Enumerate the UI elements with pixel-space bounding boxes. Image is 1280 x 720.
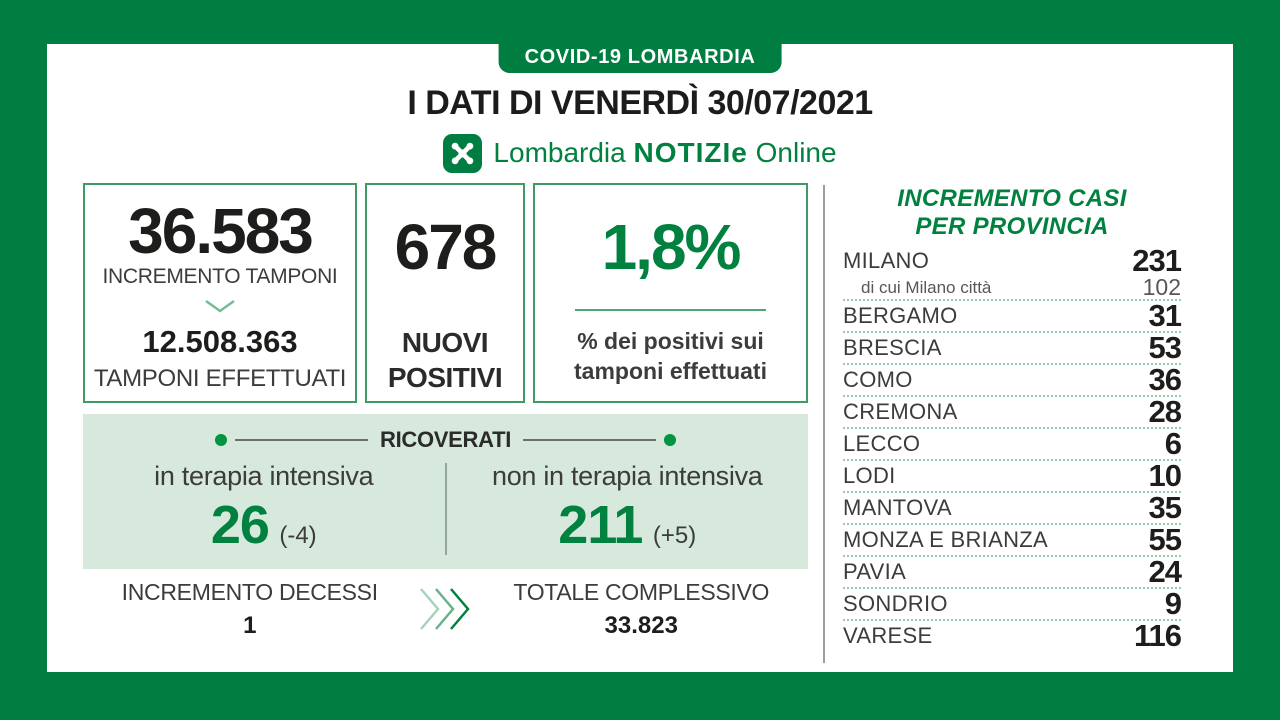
ricoverati-section: RICOVERATI in terapia intensiva 26 (-4) [83,414,808,569]
province-name: BRESCIA [843,335,942,361]
tamponi-increment-value: 36.583 [128,195,314,267]
province-value: 10 [1148,458,1182,494]
tamponi-total-label: TAMPONI EFFETTUATI [93,365,347,392]
province-value: 35 [1148,490,1182,526]
bulletin-content: COVID-19 LOMBARDIA I DATI DI VENERDÌ 30/… [47,44,1233,672]
province-name: MANTOVA [843,495,952,521]
ricoverati-columns: in terapia intensiva 26 (-4) non in tera… [83,461,808,556]
nuovi-positivi-value: 678 [394,211,498,283]
page-title: I DATI DI VENERDÌ 30/07/2021 [407,84,873,122]
non-terapia-intensiva-delta: (+5) [652,522,697,549]
province-row: VARESE 116 [843,618,1182,654]
province-panel-title: INCREMENTO CASI PER PROVINCIA [897,185,1127,241]
province-value: 28 [1148,394,1182,430]
province-name: CREMONA [843,399,958,425]
non-terapia-intensiva-value: 211 [558,495,643,555]
province-value: 9 [1164,586,1182,622]
province-name: MILANO [843,248,930,274]
card-divider [574,309,767,311]
province-value: 231 [1132,243,1182,279]
nuovi-positivi-label: NUOVI POSITIVI [387,327,503,393]
province-row: MONZA E BRIANZA 55 [843,522,1182,558]
chevron-down-icon [203,299,237,319]
incremento-decessi-block: INCREMENTO DECESSI 1 [83,579,417,640]
province-value: 36 [1148,362,1182,398]
province-name: COMO [843,367,913,393]
province-name: LECCO [843,431,921,457]
incremento-decessi-label: INCREMENTO DECESSI [121,579,378,605]
tamponi-increment-label: INCREMENTO TAMPONI [102,265,338,288]
logo-region: Lombardia [493,137,626,168]
terapia-intensiva-delta: (-4) [279,522,317,549]
header-rule [235,439,368,441]
province-subrow: di cui Milano città 102 [843,274,1181,301]
province-value: 24 [1148,554,1182,590]
terapia-intensiva-label: in terapia intensiva [154,461,374,491]
totale-complessivo-block: TOTALE COMPLESSIVO 33.823 [475,579,809,640]
logo-notizie: NOTIZIe [633,137,748,168]
province-name: MONZA E BRIANZA [843,527,1048,553]
province-row: LODI 10 [843,458,1182,494]
stat-cards: 36.583 INCREMENTO TAMPONI 12.508.363 TAM… [83,183,808,403]
province-panel: INCREMENTO CASI PER PROVINCIA MILANO 231… [825,183,1233,670]
province-value: 31 [1148,298,1182,334]
tamponi-total-value: 12.508.363 [142,324,298,359]
vertical-divider [823,185,825,663]
province-row: SONDRIO 9 [843,586,1182,622]
province-sub-value: 102 [1142,274,1181,301]
forward-chevrons-icon [417,586,475,637]
card-incremento-tamponi: 36.583 INCREMENTO TAMPONI 12.508.363 TAM… [83,183,357,403]
percent-positivi-value: 1,8% [601,211,742,283]
province-value: 6 [1164,426,1182,462]
province-name: PAVIA [843,559,907,585]
header-rule [523,439,657,441]
bottom-row: INCREMENTO DECESSI 1 TOTALE COMPLESSIVO … [83,579,808,640]
non-terapia-intensiva-label: non in terapia intensiva [492,461,763,491]
province-row: MANTOVA 35 [843,490,1182,526]
province-sub-name: di cui Milano città [861,277,992,297]
rosa-camuna-icon [443,133,483,173]
card-percentuale-positivi: 1,8% % dei positivi sui tamponi effettua… [533,183,808,403]
bullet-dot-icon [215,434,227,446]
left-column: 36.583 INCREMENTO TAMPONI 12.508.363 TAM… [83,183,808,670]
province-value: 53 [1148,330,1182,366]
province-row: PAVIA 24 [843,554,1182,590]
totale-complessivo-value: 33.823 [604,612,678,639]
incremento-decessi-value: 1 [243,612,257,639]
card-nuovi-positivi: 678 NUOVI POSITIVI [365,183,525,403]
terapia-intensiva-block: in terapia intensiva 26 (-4) [83,461,445,556]
ricoverati-header: RICOVERATI [215,427,677,453]
covid-lombardia-badge: COVID-19 LOMBARDIA [498,44,782,73]
non-terapia-intensiva-block: non in terapia intensiva 211 (+5) [447,461,809,556]
percent-positivi-label: % dei positivi sui tamponi effettuati [574,328,767,384]
lombardia-notizie-logo: Lombardia NOTIZIe Online [47,132,1233,174]
logo-online: Online [755,137,837,168]
province-row: MILANO 231 di cui Milano città 102 [843,243,1182,302]
province-table: MILANO 231 di cui Milano città 102 BERGA… [843,243,1182,654]
terapia-intensiva-value: 26 [210,495,270,555]
province-row: COMO 36 [843,362,1182,398]
province-row: BRESCIA 53 [843,330,1182,366]
main-row: 36.583 INCREMENTO TAMPONI 12.508.363 TAM… [47,183,1233,670]
column-separator [444,462,447,555]
province-row: CREMONA 28 [843,394,1182,430]
bullet-dot-icon [664,434,677,446]
ricoverati-title: RICOVERATI [379,427,512,452]
logo-wordmark: Lombardia NOTIZIe Online [493,137,836,169]
totale-complessivo-label: TOTALE COMPLESSIVO [513,579,770,605]
province-name: SONDRIO [843,591,948,617]
province-value: 55 [1148,522,1182,558]
province-name: VARESE [843,623,933,649]
province-name: BERGAMO [843,303,958,329]
province-row: BERGAMO 31 [843,298,1182,334]
province-value: 116 [1133,618,1182,654]
province-row: LECCO 6 [843,426,1182,462]
province-name: LODI [843,463,896,489]
